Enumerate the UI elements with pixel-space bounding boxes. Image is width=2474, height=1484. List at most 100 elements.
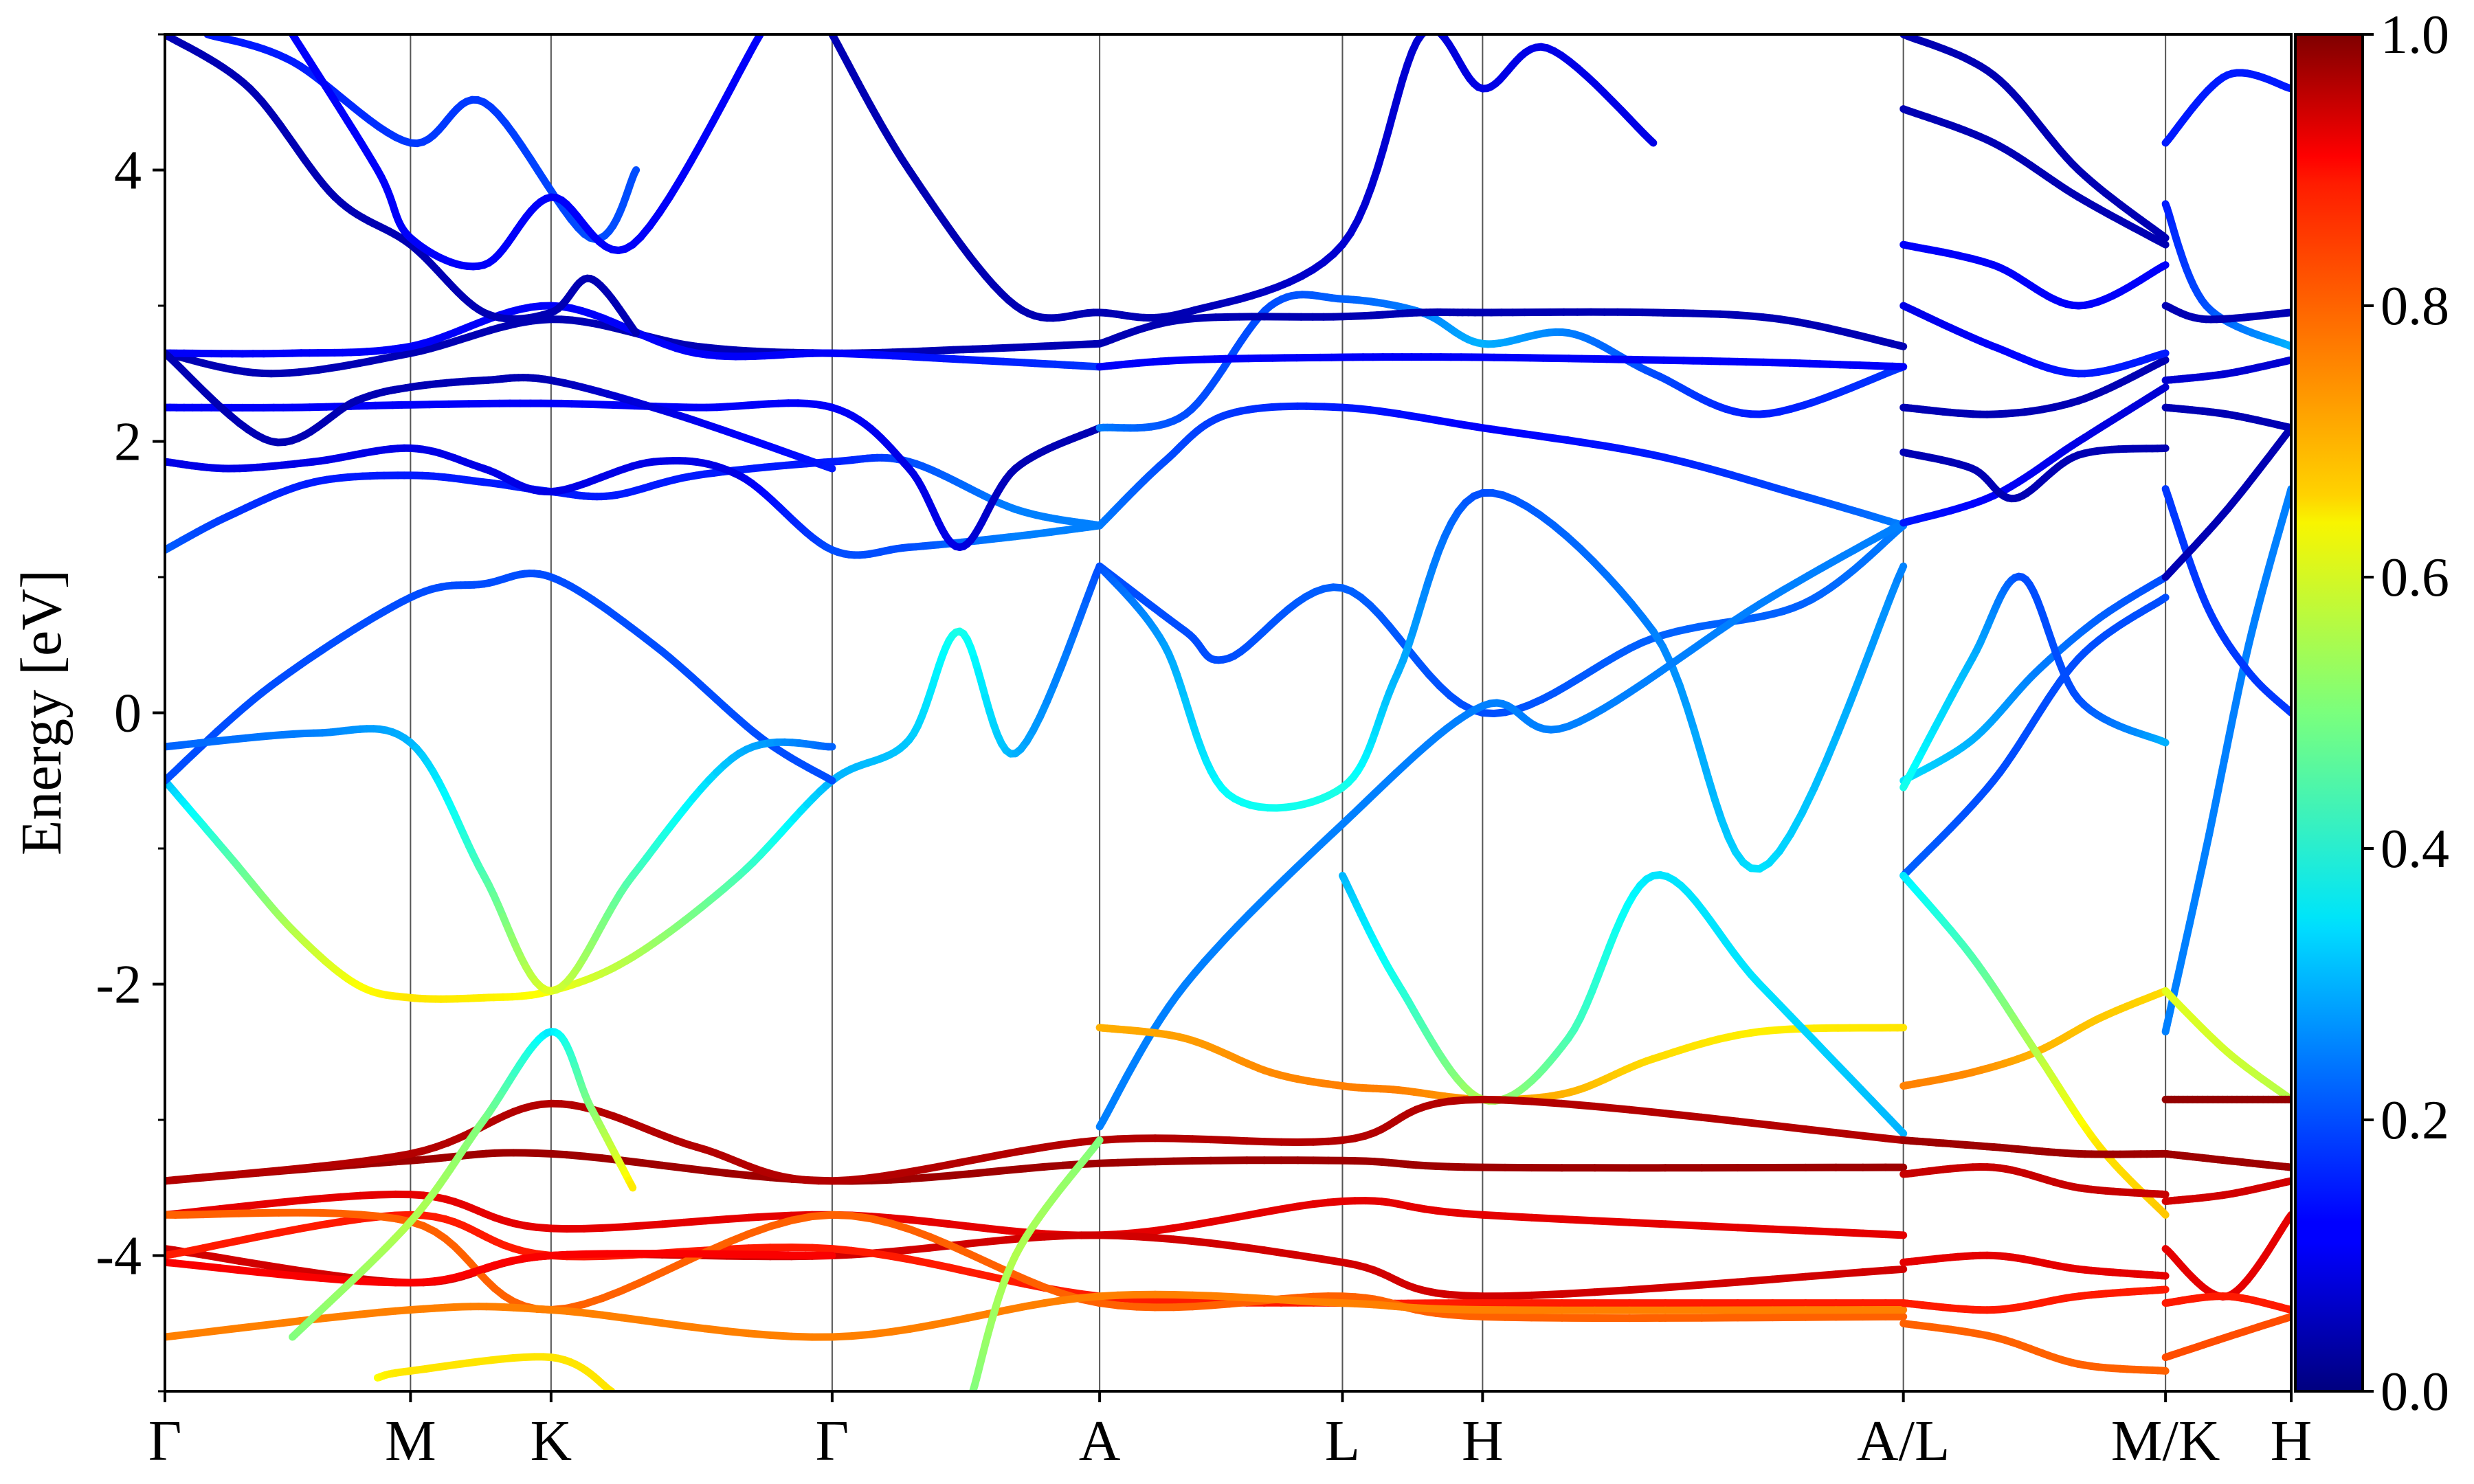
band-segment: [1645, 135, 1658, 147]
band-segment: [630, 326, 640, 337]
band-33: [1899, 34, 2170, 242]
band-28: [1899, 444, 2170, 503]
band-segment: [1768, 1121, 1809, 1134]
band-segment: [1697, 1278, 1742, 1289]
band-segment: [2159, 1208, 2170, 1219]
band-segment: [1697, 1113, 1742, 1125]
band-segment: [1661, 1281, 1706, 1292]
band-segment: [1846, 670, 1865, 707]
band-27: [1899, 383, 2170, 527]
band-20: [1095, 1024, 1908, 1104]
colorbar-gradient: [2294, 33, 2364, 1393]
band-segment: [1501, 1313, 1536, 1322]
y-tick-label: -4: [96, 1226, 142, 1287]
band-segment: [1092, 1136, 1104, 1149]
y-axis: -4 -2 0 2 4: [96, 33, 165, 1393]
band-segment: [1768, 1272, 1809, 1283]
band-12: [828, 29, 1658, 322]
band-35: [2161, 485, 2291, 717]
band-segment: [1859, 1229, 1890, 1239]
band-15: [1095, 353, 1908, 371]
band-63: [2161, 1292, 2291, 1314]
band-50: [165, 1250, 836, 1287]
band-segment: [1625, 1218, 1669, 1228]
band-42: [2161, 987, 2291, 1103]
plot-frame: [164, 33, 2293, 1393]
band-segment: [1834, 699, 1854, 737]
band-segment: [1427, 29, 1431, 30]
band-segment: [1501, 1291, 1536, 1301]
band-16: [1095, 402, 1908, 530]
band-segment: [627, 1180, 637, 1192]
band-segment: [2158, 349, 2170, 358]
colorbar-tick-label: 0.0: [2381, 1362, 2449, 1422]
band-segment: [1857, 642, 1876, 678]
band-segment: [1558, 1215, 1598, 1225]
band-segment: [2158, 231, 2170, 242]
band-segment: [1894, 341, 1908, 350]
band-55: [1899, 1163, 2170, 1199]
band-segment: [1832, 1129, 1867, 1140]
band-segment: [1768, 1225, 1809, 1235]
band-lines: [165, 29, 2291, 1391]
band-57: [1899, 1285, 2170, 1314]
band-60: [2161, 1149, 2291, 1171]
y-tick-label: 2: [114, 412, 142, 473]
band-23: [1899, 573, 2170, 785]
band-53: [969, 1136, 1104, 1391]
kpoint-label: Γ: [148, 1409, 182, 1473]
band-segment: [630, 166, 640, 177]
kpoint-label: K: [531, 1409, 572, 1473]
band-segment: [1697, 1222, 1742, 1232]
band-11: [289, 34, 764, 271]
band-segment: [1787, 809, 1806, 838]
band-segment: [1801, 1125, 1840, 1137]
x-axis: Γ M K Γ A L H A/L M/K H: [148, 1391, 2313, 1473]
colorbar-tick-label: 0.2: [2381, 1090, 2449, 1151]
band-segment: [1704, 774, 1719, 804]
band-39: [2161, 302, 2291, 324]
band-2: [165, 725, 836, 995]
band-56: [1899, 1251, 2170, 1280]
kpoint-label: A: [1079, 1409, 1121, 1473]
band-segment: [2158, 261, 2170, 271]
band-segment: [1893, 562, 1908, 584]
band-segment: [1877, 594, 1894, 625]
band-segment: [1832, 1228, 1867, 1237]
kpoint-label: L: [1325, 1409, 1360, 1473]
band-segment: [751, 34, 764, 47]
band-segment: [1590, 1286, 1634, 1296]
band-24: [1899, 572, 2170, 791]
band-22: [1899, 987, 2170, 1090]
band-segment: [2158, 594, 2170, 604]
band-segment: [1893, 1123, 1908, 1138]
kpoint-label: H: [2271, 1409, 2313, 1473]
colorbar: 0.0 0.2 0.4 0.6 0.8 1.0: [2294, 5, 2449, 1422]
band-9: [165, 34, 640, 337]
band-segment: [1801, 1226, 1840, 1236]
band-segment: [720, 1250, 751, 1259]
band-10: [203, 34, 640, 243]
band-segment: [1822, 728, 1842, 765]
band-segment: [1501, 1096, 1536, 1105]
band-segment: [2158, 383, 2170, 394]
band-segment: [1558, 1288, 1598, 1298]
band-segment: [1859, 1266, 1890, 1277]
band-3: [165, 453, 1104, 554]
band-segment: [638, 1268, 667, 1286]
band-49: [165, 1290, 1908, 1341]
band-5: [165, 399, 1104, 551]
band-segment: [1661, 1220, 1706, 1230]
band-segment: [1528, 1290, 1566, 1299]
kpoint-label: Γ: [816, 1409, 849, 1473]
band-segment: [1661, 1110, 1706, 1121]
band-29: [1899, 356, 2170, 418]
band-segment: [1868, 617, 1886, 651]
y-tick-label: -2: [96, 955, 142, 1015]
band-14: [1095, 308, 1908, 350]
band-38: [2161, 200, 2291, 350]
band-54: [1899, 1136, 2170, 1158]
band-segment: [1625, 1105, 1669, 1118]
band-segment: [2158, 737, 2170, 747]
